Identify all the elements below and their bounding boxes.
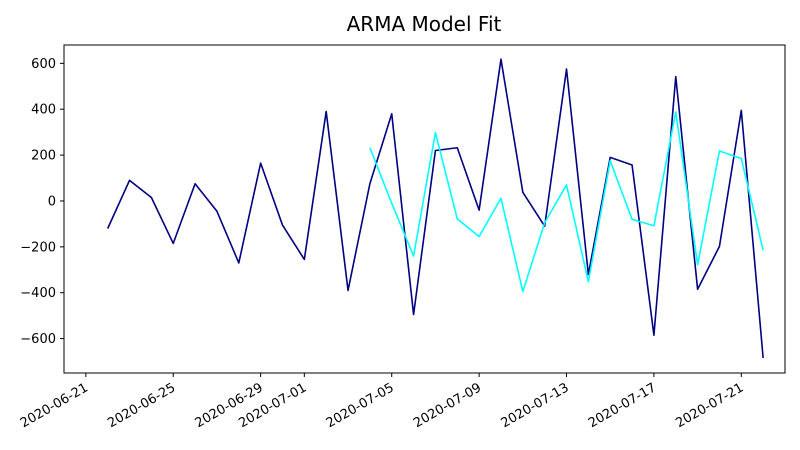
- y-axis: −600 −400 −200 0 200 400 600: [20, 57, 64, 347]
- plot-area: [106, 58, 764, 359]
- chart-title: ARMA Model Fit: [347, 12, 502, 36]
- x-tick-label: 2020-06-25: [105, 380, 178, 431]
- y-tick-label: −400: [20, 286, 56, 301]
- x-tick-label: 2020-06-21: [18, 380, 91, 431]
- y-tick-label: 400: [31, 103, 56, 118]
- x-tick-label: 2020-07-13: [499, 380, 572, 431]
- y-tick-label: 0: [48, 194, 56, 209]
- x-tick-label: 2020-07-17: [586, 380, 659, 431]
- y-tick-label: 600: [31, 57, 56, 72]
- y-tick-label: −600: [20, 332, 56, 347]
- y-tick-label: −200: [20, 240, 56, 255]
- series-line-observed: [106, 58, 764, 359]
- x-axis: 2020-06-21 2020-06-25 2020-06-292020-07-01…: [18, 373, 746, 431]
- x-tick-label: 2020-07-05: [324, 380, 397, 431]
- x-tick-label: 2020-07-09: [411, 380, 484, 431]
- y-tick-label: 200: [31, 149, 56, 164]
- plot-frame: [63, 44, 786, 374]
- x-tick-label: 2020-07-21: [673, 380, 746, 431]
- series-line-fitted: [369, 111, 764, 293]
